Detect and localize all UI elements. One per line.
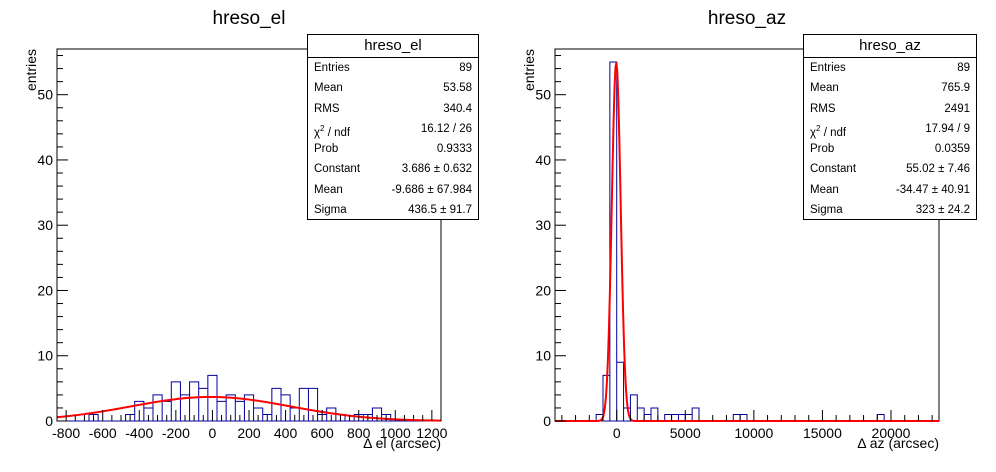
y-tick-label: 0 <box>45 413 53 429</box>
stats-value: 53.58 <box>443 82 472 95</box>
stats-value: 2491 <box>944 102 970 115</box>
stats-row: Constant 3.686 ± 0.632 <box>308 159 478 179</box>
chart-title: hreso_az <box>707 8 787 29</box>
stats-label: RMS <box>810 102 836 115</box>
stats-label: χ2 / ndf <box>810 123 847 139</box>
x-tick-label: 600 <box>310 425 334 441</box>
stats-row: Mean 765.9 <box>804 78 976 98</box>
stats-row: Prob 0.9333 <box>308 139 478 159</box>
stats-box: hreso_az Entries 89 Mean 765.9 RMS 2491 χ2 … <box>803 34 977 220</box>
y-axis-label: entries <box>23 49 39 91</box>
x-tick-label: -400 <box>125 425 153 441</box>
x-tick-label: 1200 <box>416 425 447 441</box>
x-tick-label: 400 <box>274 425 298 441</box>
stats-label: Mean <box>314 82 343 95</box>
stats-value: 17.94 / 9 <box>925 122 970 135</box>
stats-row: Constant 55.02 ± 7.46 <box>804 159 976 179</box>
stats-row: Mean -9.686 ± 67.984 <box>308 180 478 200</box>
stats-label: Prob <box>314 143 339 156</box>
stats-label: Constant <box>810 163 857 176</box>
y-tick-label: 20 <box>535 282 551 298</box>
stats-label: Prob <box>810 143 835 156</box>
y-tick-label: 30 <box>37 217 53 233</box>
stats-box-title: hreso_el <box>308 35 478 58</box>
x-tick-label: 20000 <box>872 425 911 441</box>
y-tick-label: 40 <box>37 152 53 168</box>
x-axis-label: Δ el (arcsec) <box>363 435 441 451</box>
stats-label: RMS <box>314 102 340 115</box>
y-axis-label: entries <box>521 49 537 91</box>
stats-value: 436.5 ± 91.7 <box>408 204 472 217</box>
stats-label: χ2 / ndf <box>314 123 351 139</box>
stats-value: 55.02 ± 7.46 <box>906 163 970 176</box>
stats-label: Sigma <box>314 204 347 217</box>
stats-row: Prob 0.0359 <box>804 139 976 159</box>
histogram-panel-az: hreso_az 0 10 20 30 40 50 0 5000 10000 15000 20000… <box>498 0 996 472</box>
x-tick-label: 0 <box>613 425 621 441</box>
stats-row: χ2 / ndf 17.94 / 9 <box>804 119 976 139</box>
stats-label: Mean <box>810 82 839 95</box>
stats-row: Mean 53.58 <box>308 78 478 98</box>
stats-value: 340.4 <box>443 102 472 115</box>
stats-value: 0.9333 <box>436 143 472 156</box>
stats-row: Entries 89 <box>804 58 976 78</box>
stats-label: Entries <box>314 62 350 74</box>
stats-box-title: hreso_az <box>804 35 976 58</box>
x-tick-label: 800 <box>347 425 371 441</box>
stats-row: Entries 89 <box>308 58 478 78</box>
stats-value: 89 <box>459 62 472 74</box>
stats-value: -9.686 ± 67.984 <box>391 183 472 196</box>
stats-value: 3.686 ± 0.632 <box>401 163 472 176</box>
y-tick-label: 30 <box>535 217 551 233</box>
x-tick-label: 10000 <box>734 425 773 441</box>
stats-label: Sigma <box>810 204 843 217</box>
stats-row: Sigma 436.5 ± 91.7 <box>308 200 478 220</box>
stats-label: Mean <box>314 183 343 196</box>
y-tick-label: 50 <box>535 87 551 103</box>
x-tick-label: 200 <box>237 425 261 441</box>
stats-label: Entries <box>810 62 846 74</box>
stats-value: 323 ± 24.2 <box>915 204 970 217</box>
stats-value: 765.9 <box>941 82 970 95</box>
stats-label: Constant <box>314 163 361 176</box>
histogram-plot: 0 10 20 30 40 50 -800 -600 -400 -200 0 200 400 600 800… <box>23 48 448 451</box>
x-tick-label: 0 <box>209 425 217 441</box>
x-tick-label: 5000 <box>670 425 701 441</box>
stats-row: Mean -34.47 ± 40.91 <box>804 180 976 200</box>
y-tick-label: 0 <box>543 413 551 429</box>
x-tick-label: -200 <box>162 425 190 441</box>
x-tick-label: 1000 <box>380 425 411 441</box>
stats-box: hreso_el Entries 89 Mean 53.58 RMS 340.4 χ2… <box>307 34 479 220</box>
stats-value: 0.0359 <box>934 143 970 156</box>
x-tick-label: -600 <box>89 425 117 441</box>
stats-row: χ2 / ndf 16.12 / 26 <box>308 119 478 139</box>
chart-title: hreso_el <box>212 8 286 29</box>
stats-value: 89 <box>957 62 970 74</box>
y-tick-label: 20 <box>37 282 53 298</box>
stats-label: Mean <box>810 183 839 196</box>
histogram-panel-el: hreso_el 0 10 20 30 40 50 -800 -600 -400 -200 0 200… <box>23 8 479 451</box>
stats-value: -34.47 ± 40.91 <box>895 183 970 196</box>
x-tick-label: -800 <box>52 425 80 441</box>
stats-row: Sigma 323 ± 24.2 <box>804 200 976 220</box>
y-tick-label: 40 <box>535 152 551 168</box>
y-tick-label: 10 <box>535 348 551 364</box>
gaussian-fit-curve <box>555 62 939 422</box>
x-tick-label: 15000 <box>803 425 842 441</box>
y-tick-label: 10 <box>37 348 53 364</box>
stats-row: RMS 340.4 <box>308 99 478 119</box>
y-tick-label: 50 <box>37 87 53 103</box>
x-axis-label: Δ az (arcsec) <box>857 435 939 451</box>
stats-value: 16.12 / 26 <box>420 122 472 135</box>
stats-row: RMS 2491 <box>804 99 976 119</box>
